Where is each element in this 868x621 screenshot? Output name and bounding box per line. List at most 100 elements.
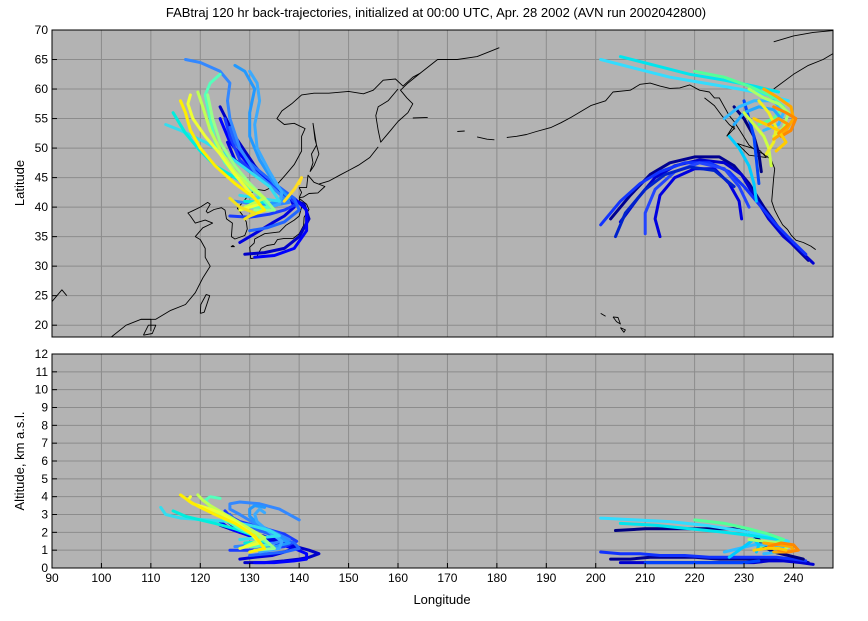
trajectory-line [218, 105, 311, 256]
x-tick-label: 200 [586, 571, 606, 585]
y-tick-label: 65 [35, 53, 49, 67]
x-tick-label: 160 [388, 571, 408, 585]
trajectory-line [179, 99, 267, 218]
y-tick-label: 45 [35, 171, 49, 185]
trajectory-line [727, 134, 758, 203]
coastline [309, 122, 320, 172]
trajectory-line [767, 541, 800, 554]
x-tick-label: 240 [783, 571, 803, 585]
map-y-ticks: 20 25 30 35 40 45 50 55 60 65 70 [35, 23, 57, 332]
y-tick-label: 10 [35, 383, 49, 397]
y-tick-label: 25 [35, 289, 49, 303]
coastline [412, 116, 428, 119]
trajectory-line [282, 176, 304, 203]
x-tick-label: 120 [190, 571, 210, 585]
coastline [298, 174, 326, 199]
trajectory-line [196, 90, 267, 209]
altitude-trajectories [159, 493, 815, 566]
trajectory-line [772, 105, 798, 138]
coastline [506, 82, 816, 250]
x-tick-label: 90 [45, 571, 59, 585]
y-tick-label: 20 [35, 318, 49, 332]
y-tick-label: 0 [41, 561, 48, 575]
chart-title: FABtraj 120 hr back-trajectories, initia… [166, 5, 706, 20]
trajectory-line [752, 117, 788, 153]
coastline [773, 53, 834, 90]
coastline [612, 316, 621, 325]
y-tick-label: 9 [41, 401, 48, 415]
map-panel: 20 25 30 35 40 45 50 55 60 65 70 Latitude [12, 23, 834, 338]
x-tick-label: 100 [91, 571, 111, 585]
trajectory-line [757, 99, 778, 156]
x-tick-label: 230 [734, 571, 754, 585]
map-plot-area [52, 30, 833, 337]
coastline [199, 294, 211, 314]
trajectory-line [609, 555, 810, 565]
trajectory-line [742, 111, 773, 168]
trajectory-line [233, 63, 291, 209]
trajectory-line [767, 117, 790, 135]
coastline [620, 327, 626, 333]
map-frame [51, 29, 834, 338]
y-tick-label: 55 [35, 112, 49, 126]
x-tick-label: 140 [289, 571, 309, 585]
x-tick-label: 210 [635, 571, 655, 585]
trajectory-line [179, 493, 267, 554]
y-tick-label: 6 [41, 454, 48, 468]
trajectory-line [599, 516, 790, 543]
trajectory-line [618, 521, 781, 541]
trajectory-line [228, 196, 257, 221]
x-tick-label: 150 [339, 571, 359, 585]
map-y-axis-label: Latitude [12, 160, 27, 206]
y-tick-label: 2 [41, 525, 48, 539]
coastline [476, 136, 495, 141]
coastline [726, 124, 735, 137]
trajectory-line [693, 69, 786, 126]
altitude-x-ticks: 90 100 110 120 130 140 150 160 170 180 190 200 210 22… [45, 563, 804, 585]
trajectory-line [618, 158, 815, 265]
map-trajectories [164, 55, 815, 265]
x-tick-label: 130 [240, 571, 260, 585]
trajectory-line [752, 546, 788, 552]
trajectory-line [218, 520, 309, 565]
y-tick-label: 5 [41, 472, 48, 486]
y-tick-label: 7 [41, 436, 48, 450]
coastline [230, 245, 235, 248]
y-tick-label: 60 [35, 82, 49, 96]
y-tick-label: 50 [35, 141, 49, 155]
trajectory-line [228, 500, 301, 549]
x-tick-label: 180 [487, 571, 507, 585]
y-tick-label: 30 [35, 259, 49, 273]
trajectory-line [732, 105, 783, 126]
x-axis-label: Longitude [413, 592, 470, 607]
trajectory-line [762, 87, 795, 141]
y-tick-label: 35 [35, 230, 49, 244]
y-tick-label: 8 [41, 418, 48, 432]
y-tick-label: 3 [41, 508, 48, 522]
coastline [51, 289, 68, 302]
y-tick-label: 1 [41, 543, 48, 557]
y-tick-label: 40 [35, 200, 49, 214]
y-tick-label: 4 [41, 490, 48, 504]
trajectory-line [618, 55, 781, 94]
trajectory-line [218, 117, 309, 259]
coastline [773, 30, 834, 43]
x-tick-label: 190 [536, 571, 556, 585]
trajectory-line [599, 550, 808, 563]
y-tick-label: 11 [36, 365, 49, 379]
trajectory-line [643, 559, 761, 565]
x-tick-label: 220 [685, 571, 705, 585]
trajectory-line [206, 93, 276, 212]
coastline [420, 47, 500, 74]
coastline [457, 130, 465, 132]
y-tick-label: 12 [35, 347, 49, 361]
x-tick-label: 170 [437, 571, 457, 585]
altitude-y-axis-label: Altitude, km a.s.l. [12, 412, 27, 511]
coastline [736, 142, 767, 158]
coastline [318, 146, 379, 185]
map-gridlines [52, 30, 833, 337]
coastline [142, 324, 157, 336]
